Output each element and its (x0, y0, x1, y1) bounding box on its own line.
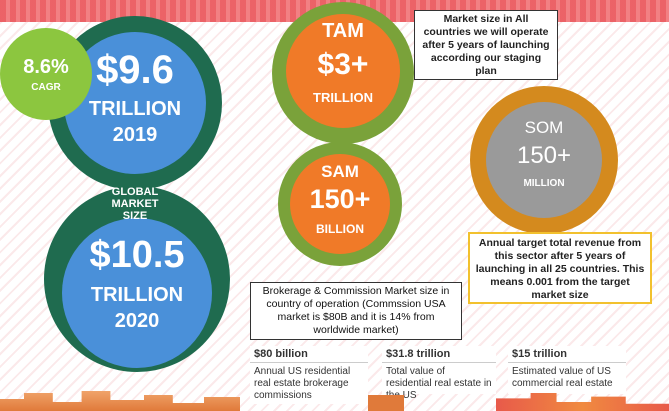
som-label: SOM (524, 118, 564, 137)
global-2019-value: $9.6 (96, 48, 174, 92)
tam-label: TAM (322, 20, 364, 42)
sam-unit: BILLION (316, 222, 364, 236)
sam-note: Brokerage & Commission Market size in co… (250, 282, 462, 340)
som-value: 150+ (516, 142, 572, 169)
sam-circle: SAM 150+ BILLION (290, 154, 390, 254)
tam-note: Market size in All countries we will ope… (414, 10, 558, 80)
som-unit: MILLION (523, 178, 565, 189)
stat-card-2: $31.8 trillion Total value of residentia… (382, 346, 496, 401)
global-label-line-3: SIZE (122, 210, 148, 222)
global-2020-unit: TRILLION (90, 284, 184, 306)
som-circle: SOM 150+ MILLION (486, 102, 602, 218)
global-label-line-1: GLOBAL (111, 186, 159, 198)
global-2020-value: $10.5 (89, 234, 185, 276)
sam-label: SAM (321, 162, 359, 181)
global-2019-year: 2019 (112, 124, 158, 146)
cagr-bubble: 8.6% CAGR (0, 28, 92, 120)
sam-value: 150+ (309, 184, 371, 214)
cagr-label: CAGR (31, 82, 61, 93)
tam-circle: TAM $3+ TRILLION (286, 14, 400, 128)
stat-value-2: $31.8 trillion (382, 346, 496, 363)
stat-desc-3: Estimated value of US commercial real es… (512, 366, 613, 389)
global-2020-circle: $10.5 TRILLION 2020 (62, 218, 212, 368)
stat-desc-1: Annual US residential real estate broker… (254, 366, 351, 401)
stat-card-1: $80 billion Annual US residential real e… (250, 346, 368, 404)
global-2020-year: 2020 (114, 310, 160, 332)
global-2019-circle: $9.6 TRILLION 2019 (64, 32, 206, 174)
global-label-line-2: MARKET (111, 198, 159, 210)
cagr-value: 8.6% (23, 56, 69, 78)
building-silhouette-right (496, 393, 669, 411)
tam-value: $3+ (317, 48, 369, 81)
stat-value-3: $15 trillion (508, 346, 626, 363)
stat-card-3: $15 trillion Estimated value of US comme… (508, 346, 626, 394)
som-note: Annual target total revenue from this se… (468, 232, 652, 304)
global-market-size-label: GLOBAL MARKET SIZE (98, 186, 172, 222)
stat-value-1: $80 billion (250, 346, 368, 363)
global-2019-unit: TRILLION (88, 98, 182, 120)
building-silhouette-mid (368, 395, 404, 411)
tam-unit: TRILLION (313, 90, 373, 105)
